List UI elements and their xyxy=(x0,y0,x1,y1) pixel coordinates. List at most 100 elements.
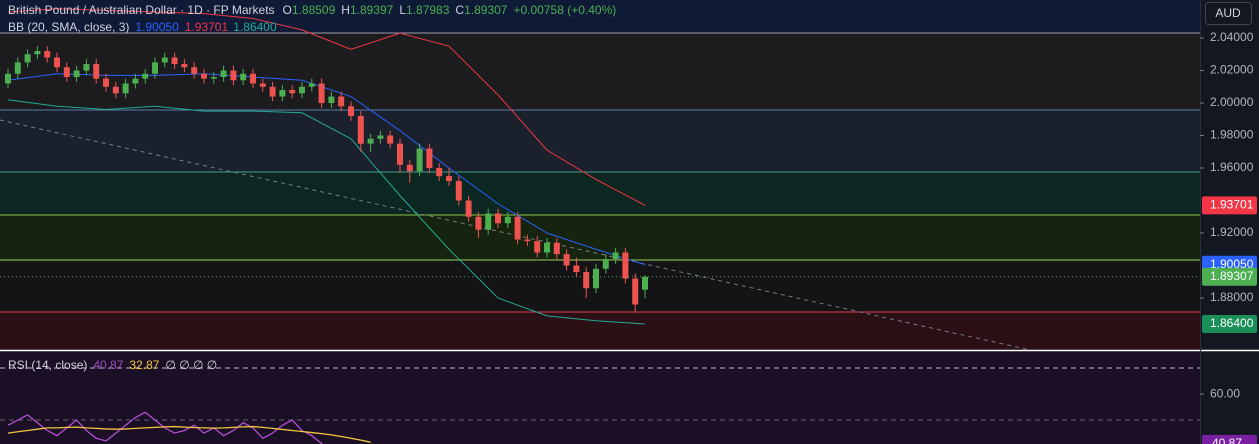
candle-body xyxy=(152,62,158,74)
candle-body xyxy=(14,62,21,74)
ohlc-value: 1.89307 xyxy=(464,3,508,17)
candle-body xyxy=(308,83,315,87)
rsi-extras: ∅ ∅ ∅ ∅ xyxy=(165,358,217,372)
candle-body xyxy=(602,259,609,269)
candle-body xyxy=(328,96,335,104)
candle-body xyxy=(593,268,599,289)
bb-line xyxy=(7,8,646,206)
zone xyxy=(0,110,1200,172)
candle-body xyxy=(485,213,492,230)
y-tick-label: 2.00000 xyxy=(1210,95,1254,109)
candle-body xyxy=(191,67,198,74)
price-tag-label: 1.90050 xyxy=(1210,257,1254,271)
candle-body xyxy=(171,57,178,65)
y-tick-label: 1.88000 xyxy=(1210,290,1254,304)
rsi-header: RSI (14, close) 40.87 32.87 ∅ ∅ ∅ ∅ xyxy=(8,358,217,372)
candle-body xyxy=(103,78,109,87)
price-tag-label: 1.86400 xyxy=(1210,316,1254,330)
rsi-y-tick-label: 60.00 xyxy=(1210,386,1240,400)
candle-body xyxy=(357,116,364,144)
bb-line xyxy=(7,73,646,266)
candle-body xyxy=(426,148,433,169)
candle-body xyxy=(63,67,70,78)
candle-body xyxy=(210,77,217,79)
candle-body xyxy=(504,216,511,224)
candle-body xyxy=(5,73,11,84)
candle-body xyxy=(318,83,325,104)
bb-basis: 1.90050 xyxy=(135,20,179,34)
y-tick-label: 2.02000 xyxy=(1210,63,1254,77)
candle-body xyxy=(220,70,227,78)
zone xyxy=(0,215,1200,260)
bb-lower: 1.86400 xyxy=(233,20,277,34)
rsi-tag-label: 40.87 xyxy=(1212,436,1242,444)
candle-body xyxy=(34,51,41,55)
candle-body xyxy=(416,148,423,172)
y-tick-label: 1.98000 xyxy=(1210,128,1254,142)
currency-button[interactable] xyxy=(1205,2,1252,25)
bb-upper: 1.93701 xyxy=(185,20,229,34)
candle-body xyxy=(142,73,149,79)
y-tick-label: 2.04000 xyxy=(1210,30,1254,44)
bb-line xyxy=(7,99,646,325)
candle-body xyxy=(397,143,403,165)
zone xyxy=(0,33,1200,110)
rsi-tag xyxy=(1202,434,1257,444)
candle-body xyxy=(612,252,619,260)
candle-body xyxy=(446,176,452,182)
price-tag-label: 1.93701 xyxy=(1210,198,1254,212)
candle-body xyxy=(240,73,247,81)
y-tick-label: 1.92000 xyxy=(1210,225,1254,239)
y-tick-label: 1.96000 xyxy=(1210,160,1254,174)
ohlc-key: H xyxy=(341,3,350,17)
candle-body xyxy=(524,239,531,242)
candle-body xyxy=(83,64,90,71)
bb-label: BB (20, SMA, close, 3) xyxy=(8,20,129,34)
candle-body xyxy=(406,164,413,172)
candle-body xyxy=(563,254,570,266)
candle-body xyxy=(348,106,354,117)
marks: 2.04000 2.02000 2.00000 1.98000 1.96000 1.920… xyxy=(0,8,1254,444)
candle-body xyxy=(181,64,188,68)
candle-body xyxy=(387,135,394,144)
candle-body xyxy=(544,242,550,253)
ohlc-key: O xyxy=(283,3,292,17)
ohlc-value: 1.87983 xyxy=(406,3,450,17)
price-tag xyxy=(1202,267,1257,286)
candle-body xyxy=(573,265,580,273)
ohlc-key: L xyxy=(399,3,406,17)
change: +0.00758 (+0.40%) xyxy=(513,3,616,17)
candle-body xyxy=(161,57,168,63)
candle-body xyxy=(622,252,629,279)
header: British Pound / Australian Dollar · 1D ·… xyxy=(8,3,616,17)
currency-label[interactable]: AUD xyxy=(1215,6,1241,20)
price-tag-label: 1.89307 xyxy=(1210,269,1254,283)
candle-body xyxy=(377,135,384,139)
candle-body xyxy=(475,216,482,230)
candle-body xyxy=(269,86,276,97)
candle-body xyxy=(201,73,207,79)
candle-body xyxy=(250,73,256,84)
bb-header: BB (20, SMA, close, 3) 1.90050 1.93701 1.86… xyxy=(8,20,277,34)
rsi-label: RSI (14, close) xyxy=(8,358,87,372)
candle-body xyxy=(259,83,266,87)
ohlc-key: C xyxy=(455,3,464,17)
zone xyxy=(0,312,1200,350)
rsi-pane xyxy=(0,351,1200,444)
candle-body xyxy=(54,57,60,68)
candle-body xyxy=(93,64,100,79)
candle-body xyxy=(514,216,521,240)
ohlc-value: 1.88509 xyxy=(292,3,336,17)
candle-body xyxy=(24,54,31,63)
candle-body xyxy=(495,213,501,224)
candle-body xyxy=(44,51,51,58)
candle-body xyxy=(230,70,237,81)
candle-body xyxy=(583,272,590,289)
candle-body xyxy=(299,86,305,94)
candle-body xyxy=(367,138,374,144)
candle-body xyxy=(338,96,345,107)
price-tag xyxy=(1202,315,1257,334)
candle-body xyxy=(465,200,472,217)
